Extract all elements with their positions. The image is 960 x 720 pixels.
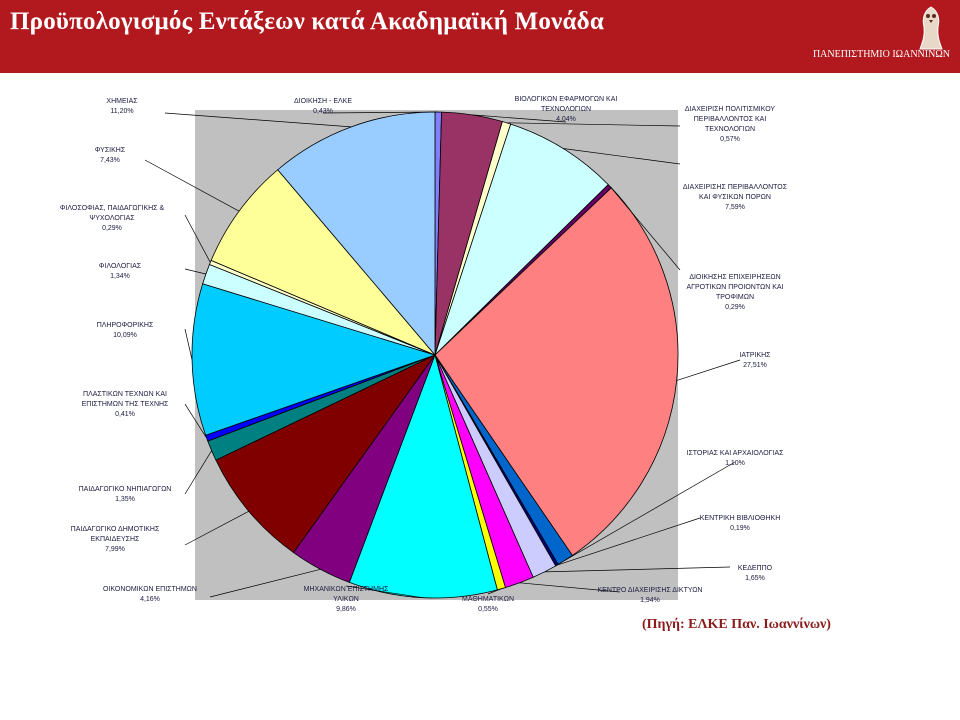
slice-label: ΚΕΝΤΡΟ ΔΙΑΧΕΙΡΙΣΗΣ ΔΙΚΤΥΩΝ 1,94% [598, 587, 703, 604]
leader-line [184, 214, 211, 263]
leader-line [184, 268, 206, 275]
pie-slice [434, 187, 679, 557]
pie-chart: ΔΙΟΙΚΗΣΗ - ΕΛΚΕ 0,43% ΒΙΟΛΟΓΙΚΩΝ ΕΦΑΡΜΟΓΩΝ… [60, 96, 788, 613]
page-title: Προϋπολογισμός Εντάξεων κατά Ακαδημαϊκή … [10, 8, 604, 35]
slice-label: ΙΑΤΡΙΚΗΣ 27,51% [739, 352, 771, 369]
leader-line [144, 159, 240, 212]
leader-line [556, 517, 701, 566]
slice-label: ΚΕΔΕΠΠΟ 1,65% [738, 565, 773, 582]
leader-line [345, 585, 423, 599]
leader-line [563, 148, 681, 165]
leader-line [184, 403, 207, 439]
leader-line [676, 359, 741, 381]
leader-line [472, 114, 567, 123]
leader-line [184, 510, 250, 546]
slice-label: ΠΛΑΣΤΙΚΩΝ ΤΕΧΝΩΝ ΚΑΙ ΕΠΙΣΤΗΜΩΝ ΤΗΣ ΤΕΧΝΗΣ… [82, 391, 169, 418]
leader-line [164, 112, 352, 128]
slice-label: ΔΙΑΧΕΙΡΙΣΗ ΠΟΛΙΤΙΣΜΙΚΟΥ ΠΕΡΙΒΑΛΛΟΝΤΟΣ ΚΑΙ… [685, 106, 776, 143]
header-bar: Προϋπολογισμός Εντάξεων κατά Ακαδημαϊκή … [0, 0, 960, 73]
leader-line [506, 122, 681, 127]
slice-label: ΜΗΧΑΝΙΚΩΝ ΕΠΙΣΤΗΜΗΣ ΥΛΙΚΩΝ 9,86% [304, 586, 389, 613]
slice-label: ΦΙΛΟΛΟΓΙΑΣ 1,34% [99, 263, 142, 280]
slice-label: ΟΙΚΟΝΟΜΙΚΩΝ ΕΠΙΣΤΗΜΩΝ 4,16% [103, 586, 197, 603]
leader-line [487, 588, 502, 595]
leader-line [209, 568, 321, 598]
leader-line [322, 111, 439, 114]
slice-label: ΒΙΟΛΟΓΙΚΩΝ ΕΦΑΡΜΟΓΩΝ ΚΑΙ ΤΕΧΝΟΛΟΓΙΩΝ 4,04% [515, 96, 618, 123]
leader-line [184, 450, 212, 495]
slice-label: ΔΙΟΙΚΗΣΗ - ΕΛΚΕ 0,43% [294, 98, 352, 115]
slice-label: ΦΥΣΙΚΗΣ 7,43% [95, 147, 126, 164]
leader-line [519, 582, 621, 593]
leader-line [565, 461, 736, 561]
pie-slice [434, 123, 609, 356]
slice-label: ΔΙΑΧΕΙΡΙΣΗΣ ΠΕΡΙΒΑΛΛΟΝΤΟΣ ΚΑΙ ΦΥΣΙΚΩΝ ΠΟΡ… [683, 184, 788, 211]
source-note: (Πηγή: ΕΛΚΕ Παν. Ιωαννίνων) [642, 617, 831, 632]
slice-label: ΠΛΗΡΟΦΟΡΙΚΗΣ 10,09% [97, 322, 154, 339]
slice-label: ΔΙΟΙΚΗΣΗΣ ΕΠΙΧΕΙΡΗΣΕΩΝ ΑΓΡΟΤΙΚΩΝ ΠΡΟΙΟΝΤΩ… [686, 274, 783, 311]
slice-label: ΜΑΘΗΜΑΤΙΚΩΝ 0,55% [462, 596, 514, 613]
slice-label: ΙΣΤΟΡΙΑΣ ΚΑΙ ΑΡΧΑΙΟΛΟΓΙΑΣ 1,10% [687, 450, 785, 467]
owl-logo-icon [919, 6, 943, 50]
leader-line [609, 185, 681, 271]
leader-line [544, 566, 731, 573]
leader-line [184, 328, 193, 360]
slice-label: ΦΙΛΟΣΟΦΙΑΣ, ΠΑΙΔΑΓΩΓΙΚΗΣ & ΨΥΧΟΛΟΓΙΑΣ 0,29… [60, 205, 165, 232]
slice-label: ΠΑΙΔΑΓΩΓΙΚΟ ΝΗΠΙΑΓΩΓΩΝ 1,35% [79, 486, 172, 503]
pie-slice [210, 169, 436, 356]
university-name: ΠΑΝΕΠΙΣΤΗΜΙΟ ΙΩΑΝΝΙΝΩΝ [812, 49, 950, 60]
slice-label: ΠΑΙΔΑΓΩΓΙΚΟ ΔΗΜΟΤΙΚΗΣ ΕΚΠΑΙΔΕΥΣΗΣ 7,99% [71, 526, 160, 553]
slice-label: ΧΗΜΕΙΑΣ 11,20% [106, 98, 138, 115]
pie-slice [191, 283, 437, 436]
slice-label: ΚΕΝΤΡΙΚΗ ΒΙΒΛΙΟΘΗΚΗ 0,19% [700, 515, 781, 532]
